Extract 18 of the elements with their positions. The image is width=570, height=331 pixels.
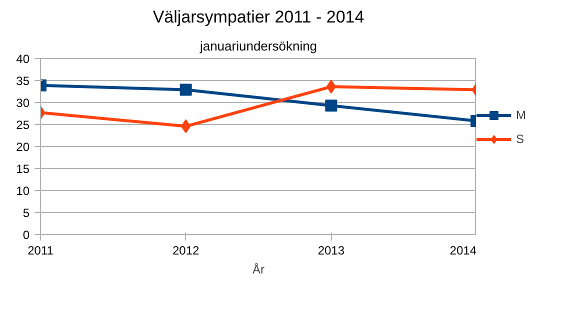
y-tick-label: 30	[16, 96, 30, 110]
y-tick-label: 10	[16, 184, 30, 198]
y-tick-label: 0	[22, 228, 30, 242]
y-tick-label: 40	[16, 52, 30, 66]
y-tick-label: 35	[16, 74, 30, 88]
legend-label: M	[516, 108, 527, 122]
x-tick-label: 2012	[172, 244, 200, 258]
chart-subtitle: januariundersökning	[198, 38, 318, 54]
x-tick-label: 2011	[28, 244, 54, 258]
x-axis-title: År	[252, 262, 265, 276]
x-tick-label: 2013	[318, 244, 345, 258]
x-tick-label: 2014	[450, 244, 477, 258]
chart-title: Väljarsympatier 2011 - 2014	[152, 8, 364, 26]
y-tick-label: 20	[16, 140, 30, 154]
legend-label: S	[516, 132, 526, 146]
y-tick-label: 5	[22, 206, 30, 220]
y-tick-label: 15	[16, 162, 30, 176]
y-tick-label: 25	[16, 118, 30, 132]
